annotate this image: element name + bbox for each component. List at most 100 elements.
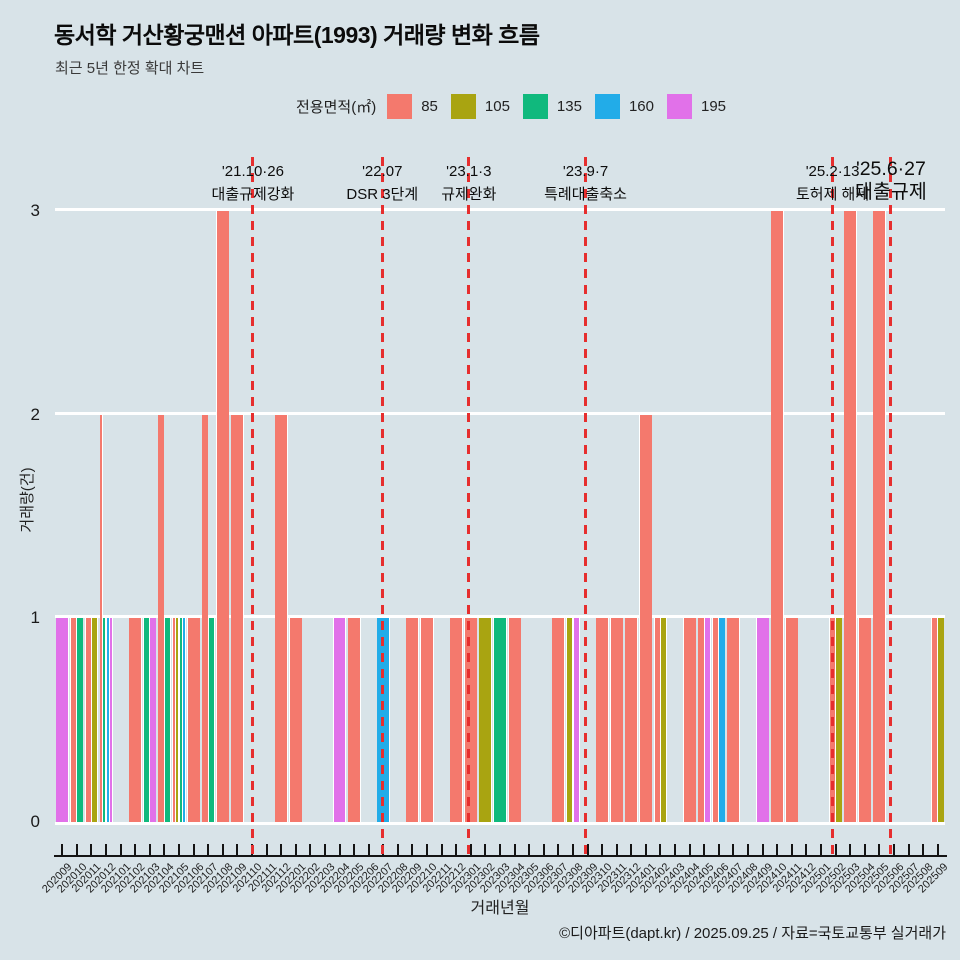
legend-swatch-195	[666, 93, 692, 119]
x-tick	[790, 844, 793, 855]
y-tick-label-2: 2	[30, 404, 40, 424]
x-tick	[586, 844, 589, 855]
event-annotation-202110: '21.10·26 대출규제강화	[133, 160, 373, 206]
bar-202401-85	[639, 414, 652, 822]
bar-202012-195	[109, 618, 113, 822]
event-date: '21.10·26	[221, 163, 284, 180]
x-tick	[207, 844, 210, 855]
legend: 전용면적(㎡) 85 105 135 160 195	[296, 92, 739, 120]
event-line-202110	[251, 157, 255, 855]
x-tick	[75, 844, 78, 855]
event-line-202207	[380, 157, 384, 855]
event-date: '22.07	[362, 163, 403, 180]
bar-202105-160	[182, 618, 185, 822]
x-tick	[280, 844, 283, 855]
legend-swatch-105	[450, 93, 476, 119]
event-label: DSR 3단계	[346, 186, 419, 203]
x-tick	[367, 844, 370, 855]
bar-202103-135	[143, 618, 150, 822]
x-tick	[644, 844, 647, 855]
x-tick	[119, 844, 122, 855]
x-tick	[105, 844, 108, 855]
bar-202509-85	[931, 618, 938, 822]
bar-202505-85	[873, 210, 886, 822]
bar-202301-85	[464, 618, 477, 822]
legend-item-85[interactable]: 85	[387, 93, 438, 119]
legend-item-105[interactable]: 105	[450, 93, 510, 119]
footer-credit: ©디아파트(dapt.kr) / 2025.09.25 / 자료=국토교통부 실…	[559, 925, 946, 942]
bar-202407-85	[727, 618, 740, 822]
x-tick	[571, 844, 574, 855]
event-date: '23.1·3	[446, 163, 492, 180]
bar-202304-85	[508, 618, 521, 822]
event-line-202301	[467, 157, 471, 855]
x-tick	[761, 844, 764, 855]
legend-item-160[interactable]: 160	[594, 93, 654, 119]
x-tick	[892, 844, 895, 855]
legend-item-label: 195	[700, 97, 727, 115]
event-annotation-202506: '25.6·27 대출규제	[771, 158, 960, 204]
gridline-0	[55, 822, 945, 825]
bar-202011-105	[92, 618, 98, 822]
bar-202302-105	[479, 618, 492, 822]
event-date: '25.6·27	[855, 158, 926, 180]
x-tick	[688, 844, 691, 855]
bar-202502-105	[836, 618, 842, 822]
bar-202210-85	[421, 618, 433, 822]
legend-items: 85 105 135 160 195	[387, 93, 739, 119]
x-tick	[469, 844, 472, 855]
legend-item-label: 160	[628, 97, 654, 115]
bar-202308-195	[573, 618, 579, 822]
event-line-202309	[584, 157, 588, 855]
bar-202406-160	[719, 618, 725, 822]
legend-item-195[interactable]: 195	[666, 93, 727, 119]
event-line-202502	[831, 157, 835, 855]
x-tick	[294, 844, 297, 855]
bar-202012-85	[100, 414, 103, 822]
bar-202204-195	[333, 618, 346, 822]
bar-202402-105	[661, 618, 667, 822]
bar-202405-195	[704, 618, 711, 822]
event-label: 토허제 해제	[795, 186, 870, 203]
legend-item-135[interactable]: 135	[522, 93, 582, 119]
bar-202105-105	[176, 618, 179, 822]
bar-202107-85	[202, 414, 208, 822]
bar-202112-85	[275, 414, 288, 822]
x-tick	[134, 844, 137, 855]
gridline-3	[55, 207, 945, 211]
event-annotation-202309: '23.9·7 특례대출축소	[466, 160, 706, 206]
x-tick	[513, 844, 516, 855]
x-tick	[499, 844, 501, 855]
x-tick	[528, 844, 531, 855]
bar-202107-135	[208, 618, 215, 822]
x-tick	[717, 844, 720, 855]
bar-202404-85	[683, 618, 696, 822]
event-line-202506	[889, 157, 893, 855]
bar-202201-85	[289, 618, 302, 822]
x-tick	[411, 844, 414, 855]
x-tick	[819, 844, 822, 855]
bar-202105-135	[179, 618, 182, 822]
event-date: '25.2·13	[805, 163, 860, 180]
bar-202108-85	[216, 210, 229, 822]
y-tick-label-0: 0	[30, 812, 40, 831]
y-tick-label-1: 1	[30, 608, 40, 628]
x-tick	[426, 844, 429, 855]
x-tick	[732, 844, 735, 855]
x-tick	[747, 844, 750, 855]
bar-202410-85	[771, 210, 784, 822]
bar-202504-85	[858, 618, 871, 822]
bar-202503-85	[844, 210, 857, 822]
bar-202109-85	[231, 414, 244, 822]
event-label: 특례대출축소	[544, 186, 627, 203]
bar-202303-135	[494, 618, 506, 822]
bar-202311-85	[610, 618, 623, 822]
bar-202307-85	[552, 618, 565, 822]
x-tick	[90, 844, 93, 855]
bar-202012-160	[106, 618, 109, 822]
x-tick	[557, 844, 560, 855]
bar-202010-85	[70, 618, 77, 822]
x-tick	[338, 844, 341, 855]
y-tick-label-3: 3	[30, 200, 40, 220]
x-tick	[236, 844, 239, 855]
